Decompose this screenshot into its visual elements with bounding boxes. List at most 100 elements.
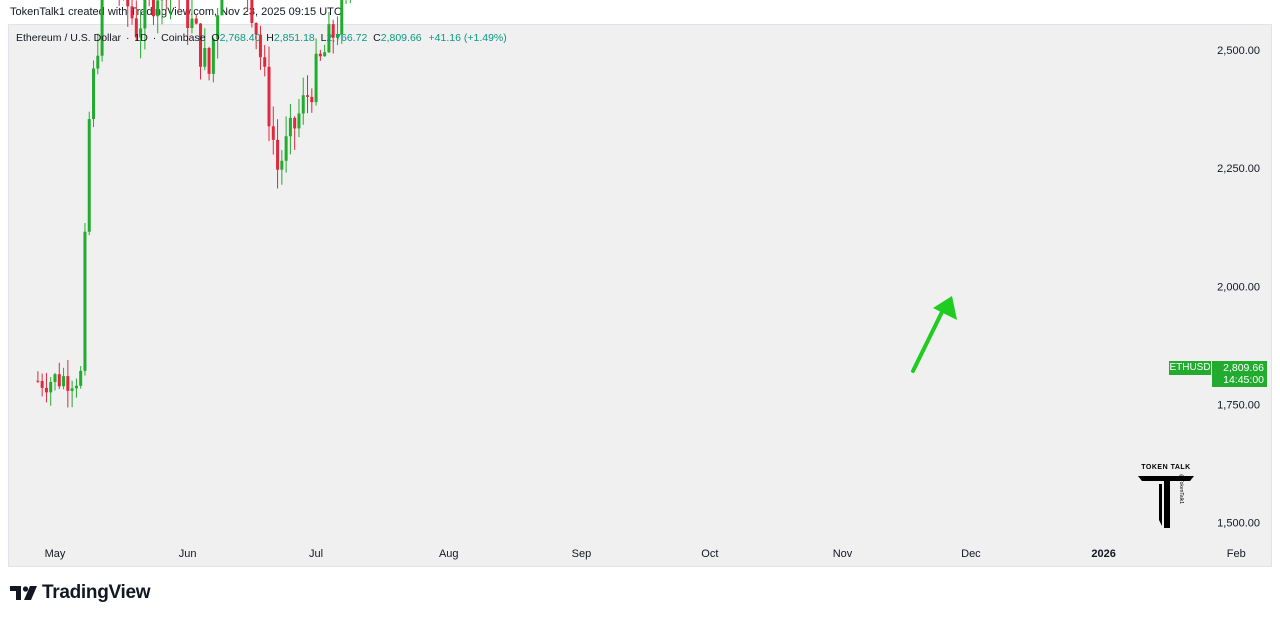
x-tick-label: Sep <box>572 548 592 560</box>
candle <box>190 0 194 34</box>
y-axis: 5,500.005,250.005,000.004,750.004,500.00… <box>1217 45 1260 530</box>
candle <box>263 45 267 77</box>
x-tick-label: Oct <box>701 548 718 560</box>
x-tick-label: Jun <box>179 548 197 560</box>
candle <box>74 378 78 398</box>
x-tick-label: Jul <box>309 548 323 560</box>
candle <box>327 11 331 54</box>
candle <box>79 366 83 389</box>
candle <box>199 23 203 80</box>
chart-panel[interactable] <box>8 24 1272 567</box>
candles-layer <box>36 0 351 408</box>
candle <box>331 19 335 54</box>
candle <box>156 0 160 34</box>
candle <box>194 14 198 25</box>
token-talk-watermark: TOKEN TALK @TokenTalk1 <box>1134 464 1206 532</box>
y-tick-label: 2,250.00 <box>1217 163 1260 175</box>
candle <box>122 0 124 1</box>
candle <box>318 49 322 61</box>
candle <box>62 367 66 390</box>
candle <box>87 111 91 236</box>
candle <box>301 77 305 125</box>
candle <box>335 16 339 46</box>
legend-open-label: O <box>211 32 220 44</box>
legend-low-label: L <box>320 32 327 44</box>
candle <box>126 0 130 27</box>
x-axis: May Jun Jul Aug Sep Oct Nov Dec 2026 Feb <box>45 548 1246 560</box>
watermark-handle: @TokenTalk1 <box>1178 474 1184 505</box>
candle <box>130 0 134 25</box>
y-tick-label: 1,750.00 <box>1217 399 1260 411</box>
candle <box>271 106 275 155</box>
x-tick-label: 2026 <box>1091 548 1115 560</box>
candle <box>276 119 280 189</box>
candle <box>207 46 211 81</box>
x-tick-label: Aug <box>439 548 459 560</box>
chart-credit: TokenTalk1 created with TradingView.com,… <box>10 6 342 18</box>
tradingview-wordmark: TradingView <box>42 582 151 603</box>
candle <box>216 8 220 59</box>
legend-symbol: Ethereum / U.S. Dollar <box>16 32 122 44</box>
candle <box>297 98 301 138</box>
candle <box>83 222 87 376</box>
legend-low: 2,766.72 <box>326 32 368 44</box>
last-price: 2,809.66 <box>1223 362 1264 374</box>
candle <box>100 0 104 62</box>
candle <box>36 371 40 383</box>
candle <box>49 377 53 406</box>
legend-exchange: Coinbase <box>161 32 206 44</box>
y-tick-label: 2,000.00 <box>1217 281 1260 293</box>
candle <box>134 0 138 41</box>
candle <box>314 38 318 106</box>
legend-change: +41.16 (+1.49%) <box>428 32 507 44</box>
last-price-tag: 2,809.66 14:45:00 <box>1212 361 1267 387</box>
candle <box>288 103 292 155</box>
candle <box>151 0 155 26</box>
candle <box>178 0 180 11</box>
watermark-title: TOKEN TALK <box>1141 464 1191 471</box>
candle <box>247 0 249 12</box>
legend-close-label: C <box>373 32 381 44</box>
candle <box>280 150 284 185</box>
legend-close: 2,809.66 <box>380 32 422 44</box>
candle <box>92 60 96 128</box>
legend-open: 2,768.40 <box>219 32 261 44</box>
legend-interval: 1D <box>134 32 148 44</box>
candle <box>160 0 164 25</box>
candle <box>284 116 288 173</box>
candle <box>139 9 143 59</box>
x-tick-label: Nov <box>833 548 853 560</box>
y-tick-label: 1,500.00 <box>1217 518 1260 530</box>
x-tick-label: May <box>45 548 66 560</box>
projection-arrow-head <box>933 296 957 320</box>
tradingview-brand[interactable]: TradingView <box>10 582 151 604</box>
projection-arrow-shaft <box>911 310 944 373</box>
candle <box>310 88 314 113</box>
tradingview-logo-icon <box>10 586 37 600</box>
candle <box>96 33 100 75</box>
candle <box>165 0 167 10</box>
y-tick-label: 2,500.00 <box>1217 45 1260 57</box>
symbol-price-tag: ETHUSD <box>1169 361 1211 375</box>
symbol-legend: Ethereum / U.S. Dollar · 1D · Coinbase O… <box>16 32 507 44</box>
candle <box>203 28 207 71</box>
candle <box>293 116 297 150</box>
candle <box>220 0 224 16</box>
x-tick-label: Dec <box>961 548 981 560</box>
candle <box>211 37 215 83</box>
candle <box>170 0 172 20</box>
candle <box>186 0 190 45</box>
x-tick-label: Feb <box>1227 548 1246 560</box>
candle <box>306 75 310 114</box>
legend-high: 2,851.18 <box>273 32 315 44</box>
candle <box>349 0 351 4</box>
candle <box>57 362 61 389</box>
candle <box>267 46 271 142</box>
candle <box>148 0 150 7</box>
projection-arrow-layer <box>911 296 957 373</box>
candle <box>345 0 347 4</box>
candle <box>44 372 48 403</box>
candle <box>250 0 254 28</box>
legend-high-label: H <box>266 32 274 44</box>
